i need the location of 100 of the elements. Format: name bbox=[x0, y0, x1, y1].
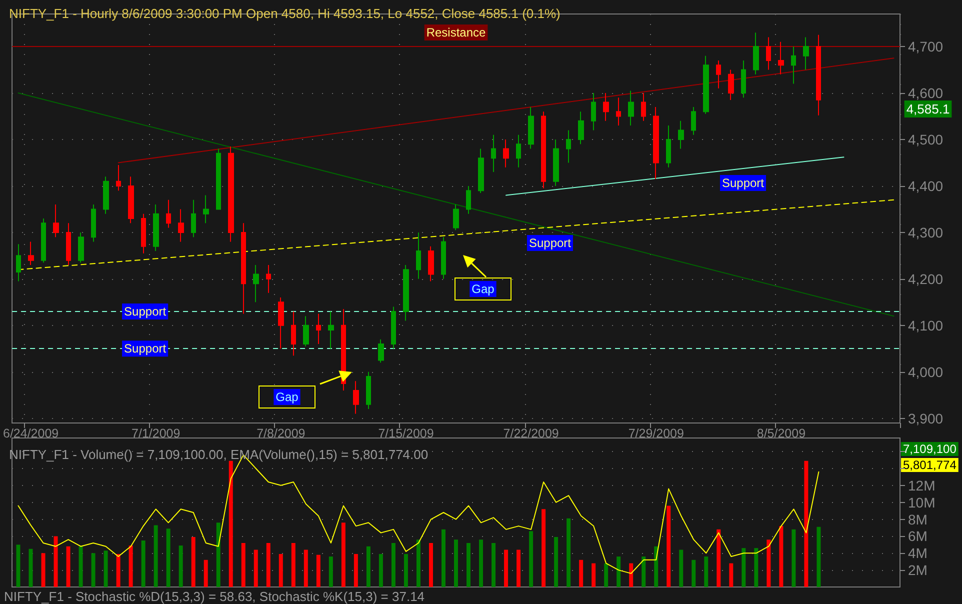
candlestick bbox=[216, 148, 221, 210]
bar bbox=[692, 560, 696, 587]
bar bbox=[378, 554, 383, 587]
bar bbox=[404, 554, 408, 587]
y-tick-label: 4,300 bbox=[908, 224, 944, 240]
candlestick bbox=[166, 199, 171, 228]
bar bbox=[416, 540, 420, 587]
y-tick-label: 12M bbox=[908, 477, 936, 494]
bar bbox=[291, 542, 296, 587]
bar bbox=[492, 542, 496, 587]
candlestick bbox=[441, 236, 446, 280]
candlestick bbox=[703, 55, 709, 114]
bar bbox=[28, 548, 33, 587]
bar bbox=[566, 518, 571, 587]
x-tick-label: 7/15/2009 bbox=[378, 426, 434, 440]
ref-line-label: Support bbox=[124, 304, 167, 318]
candlestick bbox=[503, 138, 509, 168]
bar bbox=[704, 556, 708, 587]
candlestick bbox=[353, 380, 359, 414]
annotation: Support bbox=[722, 176, 765, 190]
candlestick bbox=[16, 244, 21, 282]
candlestick bbox=[41, 218, 46, 264]
bar bbox=[804, 460, 808, 587]
candlestick bbox=[766, 36, 771, 70]
candlestick bbox=[66, 222, 71, 266]
bar bbox=[78, 546, 83, 587]
bar bbox=[542, 509, 546, 587]
bar bbox=[466, 542, 471, 587]
y-tick-label: 4,100 bbox=[908, 317, 944, 334]
bar bbox=[816, 526, 821, 587]
bar bbox=[792, 529, 796, 587]
y-tick-label: 4M bbox=[908, 545, 928, 562]
bar bbox=[328, 556, 333, 587]
bar bbox=[154, 525, 158, 587]
candlestick bbox=[128, 176, 134, 224]
candlestick bbox=[466, 185, 471, 214]
candlestick bbox=[678, 120, 684, 150]
bar bbox=[128, 546, 133, 587]
bar bbox=[616, 556, 621, 587]
candlestick bbox=[616, 97, 621, 126]
bar bbox=[141, 540, 146, 587]
annotation: Gap bbox=[472, 282, 495, 296]
bar bbox=[554, 537, 558, 587]
candlestick bbox=[628, 90, 634, 126]
annotation: Support bbox=[528, 236, 572, 250]
bar bbox=[516, 550, 521, 587]
bar bbox=[441, 529, 446, 587]
bar bbox=[166, 528, 170, 587]
candlestick bbox=[791, 46, 796, 84]
bar bbox=[341, 522, 346, 587]
candlestick bbox=[753, 32, 759, 75]
candlestick bbox=[266, 264, 271, 294]
bar bbox=[766, 540, 771, 587]
candlestick bbox=[191, 199, 196, 238]
candlestick bbox=[366, 371, 371, 410]
bar bbox=[316, 554, 320, 587]
bar bbox=[116, 554, 120, 587]
x-tick-label: 8/5/2009 bbox=[756, 426, 806, 440]
candlestick bbox=[478, 148, 484, 194]
bar bbox=[54, 536, 58, 587]
y-tick-label: 3,900 bbox=[908, 410, 944, 426]
candlestick bbox=[241, 222, 246, 314]
candlestick bbox=[203, 194, 209, 224]
candlestick bbox=[778, 41, 784, 75]
candlestick bbox=[116, 164, 121, 192]
bar bbox=[716, 529, 721, 587]
candlestick bbox=[666, 125, 671, 168]
candlestick bbox=[403, 264, 409, 322]
y-tick-label: 8M bbox=[908, 511, 928, 528]
bar bbox=[454, 540, 458, 587]
bar bbox=[779, 526, 784, 587]
ref-line-label: Support bbox=[124, 342, 167, 356]
bar bbox=[216, 522, 220, 587]
x-tick-label: 7/1/2009 bbox=[132, 426, 180, 440]
candlestick bbox=[803, 36, 809, 70]
candlestick bbox=[566, 130, 571, 164]
x-tick-label: 6/24/2009 bbox=[3, 426, 59, 440]
bar bbox=[529, 531, 534, 587]
bar bbox=[629, 563, 634, 587]
candlestick bbox=[253, 264, 259, 303]
bar bbox=[228, 460, 233, 587]
bar bbox=[479, 540, 484, 587]
text: NIFTY_F1 - Stochastic %D(15,3,3) = 58.63, Stochastic %K(15,3) = 37.14 bbox=[4, 589, 425, 604]
bar bbox=[204, 560, 208, 587]
bar bbox=[592, 563, 596, 587]
bar bbox=[654, 546, 658, 587]
candlestick bbox=[816, 34, 821, 116]
bar bbox=[742, 548, 746, 587]
bar bbox=[428, 542, 433, 587]
y-tick-label: 2M bbox=[908, 562, 928, 578]
candlestick bbox=[653, 106, 659, 180]
bar bbox=[604, 563, 608, 587]
candlestick bbox=[541, 111, 546, 189]
text: 4,585.1 bbox=[906, 102, 950, 116]
bar bbox=[366, 546, 370, 587]
bar bbox=[66, 546, 70, 587]
candlestick bbox=[153, 204, 159, 252]
annotation: Gap bbox=[276, 390, 299, 404]
candlestick bbox=[78, 232, 84, 264]
bar bbox=[41, 553, 46, 587]
